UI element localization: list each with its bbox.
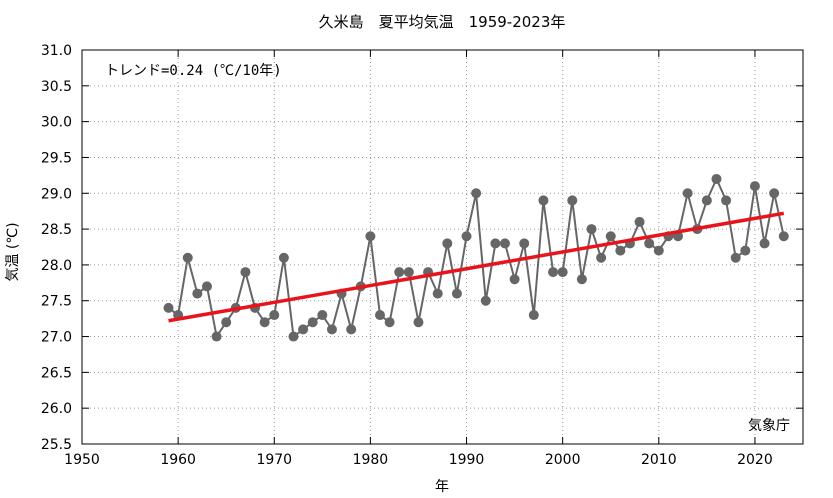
y-tick-label: 30.0 (41, 115, 72, 131)
data-point (605, 231, 616, 242)
series-line (167, 176, 785, 340)
data-point (567, 195, 578, 206)
data-point (538, 195, 549, 206)
data-point (240, 267, 251, 278)
source-credit: 気象庁 (748, 418, 790, 434)
data-point (346, 324, 357, 335)
data-point (634, 216, 645, 227)
data-point (163, 302, 174, 313)
data-point (384, 317, 395, 328)
x-tick-label: 1990 (449, 452, 485, 468)
data-point (557, 267, 568, 278)
y-tick-label: 27.0 (41, 330, 72, 346)
y-tick-label: 29.5 (41, 150, 72, 166)
data-point (490, 238, 501, 249)
data-point (749, 181, 760, 192)
plot-frame (81, 49, 804, 445)
series-layer (163, 173, 789, 342)
data-point (778, 231, 789, 242)
data-point (278, 252, 289, 263)
x-axis-label: 年 (435, 479, 449, 495)
data-point (298, 324, 309, 335)
data-point (528, 310, 539, 321)
data-point (326, 324, 337, 335)
y-tick-label: 26.0 (41, 401, 72, 417)
y-tick-label: 30.5 (41, 79, 72, 95)
data-point (394, 267, 405, 278)
x-tick-label: 1960 (160, 452, 196, 468)
data-point (596, 252, 607, 263)
data-point (682, 188, 693, 199)
data-point (509, 274, 520, 285)
axis-ticks: 1950 1960 1970 1980 1990 2000 2010 2020 25.5 26.0… (41, 43, 803, 468)
data-point (644, 238, 655, 249)
data-point (288, 331, 299, 342)
x-tick-label: 1950 (64, 452, 100, 468)
trend-layer (168, 211, 785, 323)
data-point (259, 317, 270, 328)
y-axis-label: 気温 (℃) (5, 222, 21, 281)
data-point (480, 295, 491, 306)
data-point (403, 267, 414, 278)
x-tick-label: 2010 (641, 452, 677, 468)
x-tick-label: 2020 (737, 452, 773, 468)
grid-lines (82, 50, 803, 444)
data-point (375, 310, 386, 321)
data-point (615, 245, 626, 256)
data-point (182, 252, 193, 263)
data-point (269, 310, 280, 321)
data-point (442, 238, 453, 249)
data-point (548, 267, 559, 278)
data-point (586, 224, 597, 235)
data-point (307, 317, 318, 328)
y-tick-label: 28.0 (41, 258, 72, 274)
data-point (759, 238, 770, 249)
data-point (365, 231, 376, 242)
data-point (451, 288, 462, 299)
trend-annotation: トレンド=0.24 (℃/10年) (105, 63, 282, 79)
y-tick-label: 31.0 (41, 43, 72, 59)
data-point (769, 188, 780, 199)
x-tick-label: 1980 (353, 452, 389, 468)
data-point (701, 195, 712, 206)
y-tick-label: 26.5 (41, 365, 72, 381)
data-point (461, 231, 472, 242)
data-point (211, 331, 222, 342)
data-point (432, 288, 443, 299)
data-point (192, 288, 203, 299)
data-point (519, 238, 530, 249)
data-point (317, 310, 328, 321)
data-point (201, 281, 212, 292)
y-tick-label: 29.0 (41, 186, 72, 202)
data-point (471, 188, 482, 199)
data-point (740, 245, 751, 256)
data-point (730, 252, 741, 263)
data-point (413, 317, 424, 328)
data-point (711, 173, 722, 184)
trend-line (168, 211, 785, 323)
data-point (576, 274, 587, 285)
y-tick-label: 28.5 (41, 222, 72, 238)
x-tick-label: 1970 (256, 452, 292, 468)
data-point (221, 317, 232, 328)
data-point (721, 195, 732, 206)
x-tick-label: 2000 (545, 452, 581, 468)
chart-title: 久米島 夏平均気温 1959-2023年 (319, 13, 566, 31)
data-point (499, 238, 510, 249)
data-point (653, 245, 664, 256)
y-tick-label: 27.5 (41, 294, 72, 310)
y-tick-label: 25.5 (41, 437, 72, 453)
